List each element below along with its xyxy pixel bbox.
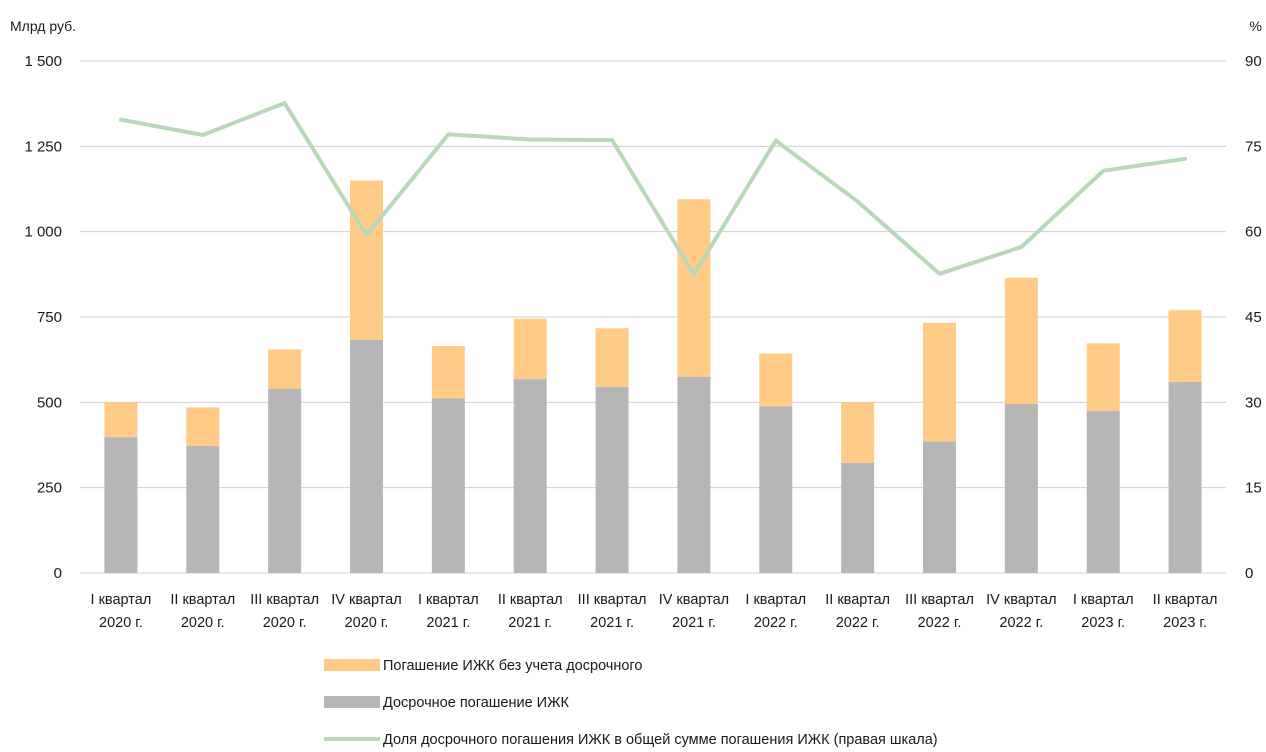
bar-segment bbox=[923, 441, 956, 573]
bar-segment bbox=[431, 346, 465, 399]
bar-segment bbox=[595, 386, 629, 573]
left-tick-label: 750 bbox=[37, 309, 62, 326]
category-label-line2: 2020 г. bbox=[345, 615, 389, 631]
gridlines bbox=[80, 60, 1226, 574]
bar-segment bbox=[759, 406, 793, 573]
category-label-line1: II квартал bbox=[498, 592, 563, 608]
legend-label: Доля досрочного погашения ИЖК в общей су… bbox=[383, 732, 938, 747]
right-axis-unit: % bbox=[1250, 18, 1262, 34]
bar-segment bbox=[595, 328, 629, 387]
bar-segment bbox=[1004, 277, 1038, 405]
bar-segment bbox=[104, 437, 138, 573]
bar-segment bbox=[268, 388, 302, 573]
category-label-line1: IV квартал bbox=[986, 592, 1056, 608]
category-label-line2: 2022 г. bbox=[836, 615, 880, 631]
share-line bbox=[118, 101, 1188, 277]
right-tick-label: 15 bbox=[1245, 480, 1262, 497]
bar-segment bbox=[513, 318, 547, 380]
bar-segment bbox=[923, 322, 956, 442]
category-label-line1: I квартал bbox=[418, 592, 479, 608]
category-label-line1: I квартал bbox=[1073, 592, 1134, 608]
legend: Погашение ИЖК без учета досрочного Досроч… bbox=[324, 658, 938, 748]
category-label-line2: 2020 г. bbox=[181, 615, 225, 631]
category-label-line2: 2022 г. bbox=[918, 615, 962, 631]
category-label-line2: 2021 г. bbox=[590, 615, 634, 631]
bar-segment bbox=[104, 402, 138, 438]
left-tick-label: 500 bbox=[37, 394, 62, 411]
category-label-line1: II квартал bbox=[170, 592, 235, 608]
right-tick-label: 90 bbox=[1245, 53, 1262, 70]
bar-segment bbox=[186, 407, 220, 447]
legend-label: Досрочное погашение ИЖК bbox=[383, 695, 569, 711]
category-label-line2: 2022 г. bbox=[999, 615, 1043, 631]
category-label-line2: 2023 г. bbox=[1081, 615, 1125, 631]
bar-segment bbox=[1086, 343, 1120, 411]
right-tick-label: 75 bbox=[1245, 138, 1262, 155]
legend-swatch-bar bbox=[324, 696, 380, 708]
category-label-line1: I квартал bbox=[91, 592, 152, 608]
left-tick-label: 0 bbox=[54, 565, 62, 582]
category-label-line2: 2021 г. bbox=[672, 615, 716, 631]
bar-segment bbox=[1168, 381, 1202, 573]
bar-segment bbox=[841, 402, 875, 463]
category-label-line1: II квартал bbox=[825, 592, 890, 608]
category-label-line1: II квартал bbox=[1153, 592, 1218, 608]
bar-segment bbox=[759, 353, 793, 407]
right-tick-label: 0 bbox=[1245, 565, 1253, 582]
left-axis-ticks: 0 250 500 750 1 000 1 250 1 500 bbox=[24, 53, 62, 582]
bar-segment bbox=[350, 339, 383, 573]
legend-label: Погашение ИЖК без учета досрочного bbox=[383, 658, 642, 674]
left-tick-label: 1 500 bbox=[24, 53, 62, 70]
bar-segment bbox=[513, 379, 547, 573]
bar-segment bbox=[677, 376, 711, 573]
left-tick-label: 250 bbox=[37, 480, 62, 497]
right-tick-label: 30 bbox=[1245, 394, 1262, 411]
category-label-line1: III квартал bbox=[905, 592, 974, 608]
bar-segment bbox=[1086, 410, 1120, 573]
left-tick-label: 1 250 bbox=[24, 138, 62, 155]
category-label-line2: 2023 г. bbox=[1163, 615, 1207, 631]
bar-segment bbox=[841, 462, 875, 573]
category-label-line2: 2021 г. bbox=[508, 615, 552, 631]
share-line-path bbox=[118, 101, 1188, 277]
left-tick-label: 1 000 bbox=[24, 224, 62, 241]
category-label-line2: 2022 г. bbox=[754, 615, 798, 631]
category-label-line1: IV квартал bbox=[331, 592, 401, 608]
category-label-line1: I квартал bbox=[745, 592, 806, 608]
category-label-line1: III квартал bbox=[250, 592, 319, 608]
bar-segment bbox=[268, 349, 302, 389]
category-label-line1: IV квартал bbox=[659, 592, 729, 608]
category-label-line1: III квартал bbox=[578, 592, 647, 608]
category-label-line2: 2020 г. bbox=[263, 615, 307, 631]
bar-segment bbox=[1004, 404, 1038, 573]
category-labels: I квартал 2020 г. II квартал 2020 г. III ква… bbox=[91, 592, 1218, 631]
right-axis-ticks: 0 15 30 45 60 75 90 bbox=[1245, 53, 1262, 582]
bar-segment bbox=[677, 199, 711, 377]
category-label-line2: 2021 г. bbox=[426, 615, 470, 631]
bar-segment bbox=[1168, 310, 1202, 382]
bar-segment bbox=[350, 180, 383, 340]
bar-segment bbox=[431, 398, 465, 573]
right-tick-label: 45 bbox=[1245, 309, 1262, 326]
right-tick-label: 60 bbox=[1245, 224, 1262, 241]
bars bbox=[104, 180, 1202, 573]
bar-segment bbox=[186, 446, 220, 573]
legend-swatch-bar bbox=[324, 659, 380, 671]
left-axis-unit: Млрд руб. bbox=[10, 18, 76, 34]
category-label-line2: 2020 г. bbox=[99, 615, 143, 631]
